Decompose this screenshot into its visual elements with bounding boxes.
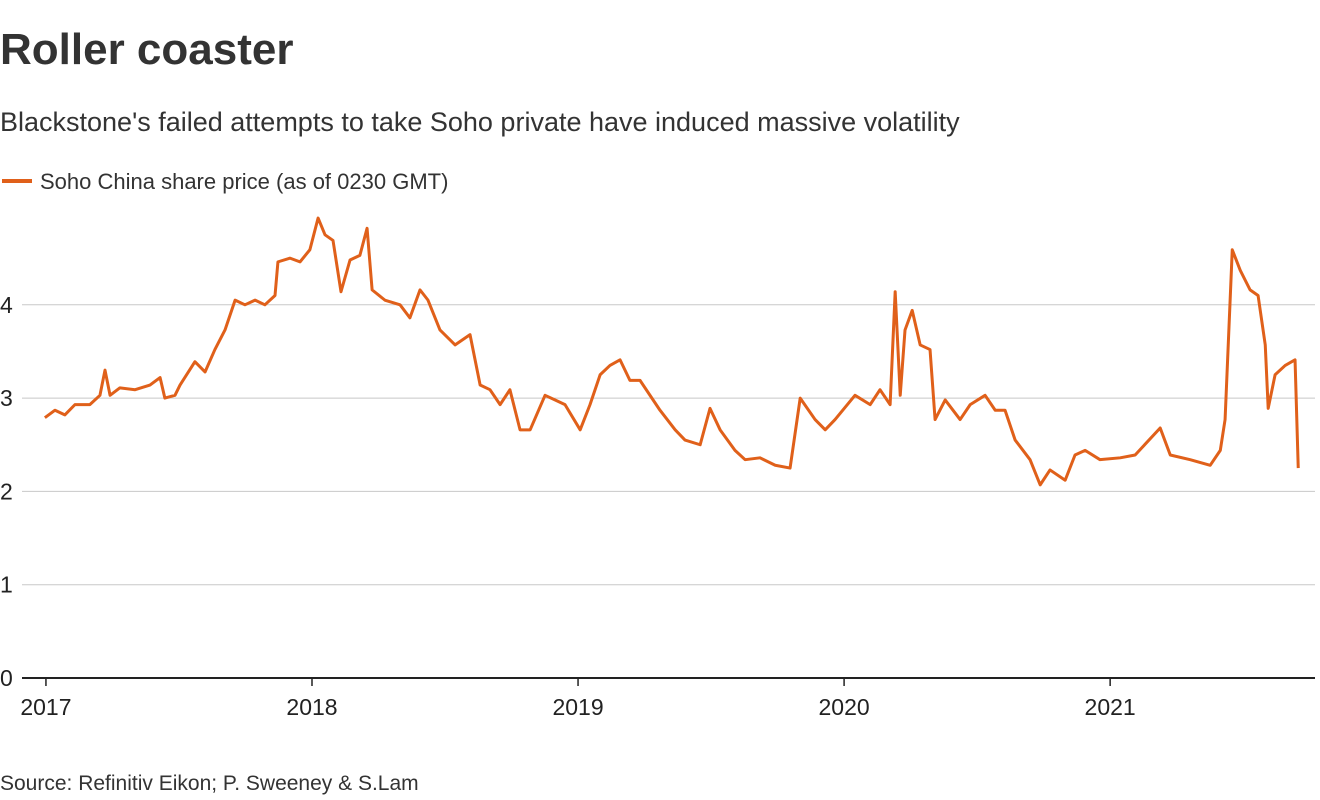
legend-label: Soho China share price (as of 0230 GMT) xyxy=(40,169,448,194)
y-tick-label: 4 xyxy=(0,292,13,318)
y-tick-label: 2 xyxy=(0,478,13,504)
y-tick-label: 3 xyxy=(0,385,13,411)
y-tick-label: 0 xyxy=(0,665,13,691)
x-tick-label: 2021 xyxy=(1085,694,1136,720)
y-tick-label: 1 xyxy=(0,572,13,598)
source-note: Source: Refinitiv Eikon; P. Sweeney & S.… xyxy=(0,772,419,795)
x-tick-label: 2018 xyxy=(286,694,337,720)
chart-title: Roller coaster xyxy=(0,25,293,74)
x-tick-label: 2017 xyxy=(20,694,71,720)
x-tick-label: 2019 xyxy=(552,694,603,720)
x-tick-label: 2020 xyxy=(819,694,870,720)
chart-subtitle: Blackstone's failed attempts to take Soh… xyxy=(0,107,960,137)
price-line xyxy=(43,216,1300,487)
